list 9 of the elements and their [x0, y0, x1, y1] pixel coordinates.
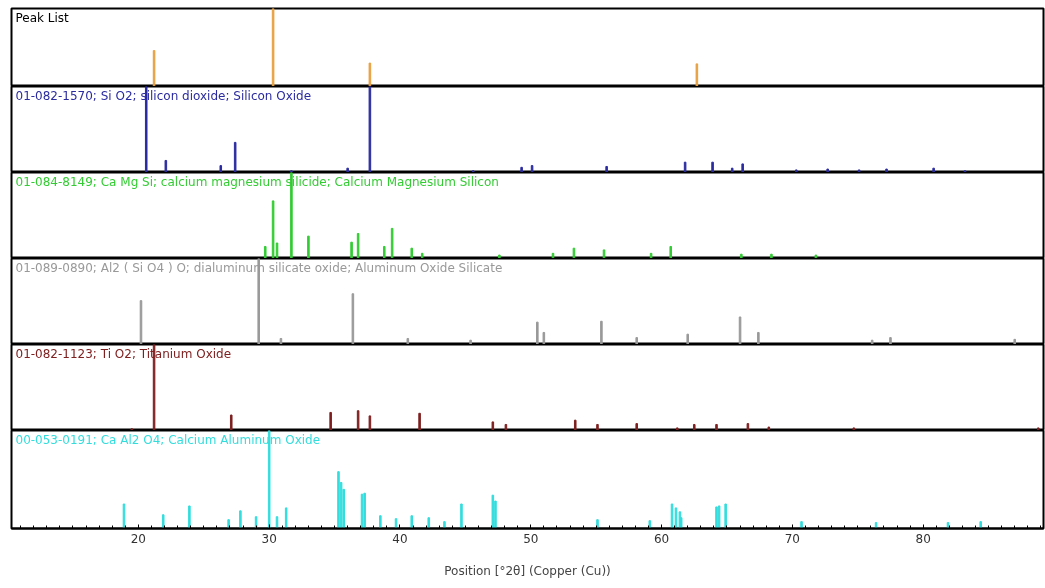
x-tick-label: 50	[523, 531, 539, 546]
x-tick-label: 40	[392, 531, 408, 546]
x-tick-label: 70	[784, 531, 801, 546]
x-tick-label: 20	[130, 531, 147, 546]
x-tick-label: 60	[653, 531, 670, 546]
chart-title: Peak List	[15, 10, 70, 25]
x-tick-label: 80	[915, 531, 931, 546]
x-tick-label: 30	[261, 531, 277, 546]
x-axis-title: Position [°2θ] (Copper (Cu))	[444, 563, 611, 578]
